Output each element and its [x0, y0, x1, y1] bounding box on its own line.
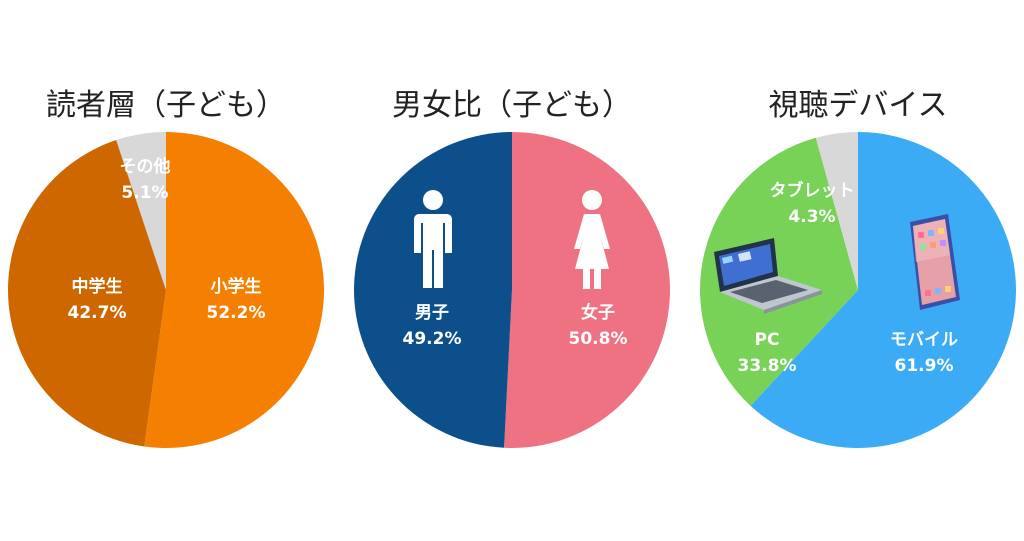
laptop-icon — [714, 238, 822, 314]
gender-pie: 女子 50.8% 男子 49.2% — [353, 132, 670, 448]
pie-slice — [700, 137, 858, 406]
slice-value-label: 50.8% — [569, 329, 628, 349]
slice-label: その他 — [120, 156, 171, 177]
pie-slice — [144, 132, 324, 448]
chart-3-title: 視聴デバイス — [768, 88, 947, 123]
chart-2-title: 男女比（子ども） — [392, 88, 632, 123]
slice-value-label: 42.7% — [68, 303, 127, 323]
slice-label: モバイル — [890, 330, 958, 350]
slice-label: タブレット — [770, 180, 855, 201]
slice-value-label: 33.8% — [738, 356, 797, 376]
device-pie: モバイル 61.9% PC 33.8% タブレット 4.3% — [700, 132, 1017, 448]
female-figure-icon — [574, 190, 610, 289]
pie-slice — [7, 140, 166, 447]
slice-value-label: 61.9% — [895, 356, 954, 376]
slice-label: 中学生 — [72, 276, 123, 297]
male-figure-icon — [414, 190, 452, 288]
pie-slice — [750, 132, 1017, 448]
reader-pie: 小学生 52.2% 中学生 42.7% その他 5.1% — [7, 132, 324, 448]
slice-value-label: 4.3% — [788, 207, 835, 227]
pie-slice — [815, 132, 858, 290]
pie-slice — [504, 132, 670, 448]
slice-label: PC — [755, 330, 780, 350]
slice-label: 小学生 — [211, 276, 262, 297]
pie-slice — [353, 132, 512, 448]
slice-label: 女子 — [581, 302, 615, 323]
pie-slice — [116, 132, 166, 290]
slice-value-label: 49.2% — [403, 329, 462, 349]
chart-1-title: 読者層（子ども） — [46, 88, 286, 123]
smartphone-icon — [910, 214, 960, 310]
slice-value-label: 52.2% — [207, 303, 266, 323]
slice-label: 男子 — [415, 303, 449, 323]
slice-value-label: 5.1% — [121, 183, 168, 203]
